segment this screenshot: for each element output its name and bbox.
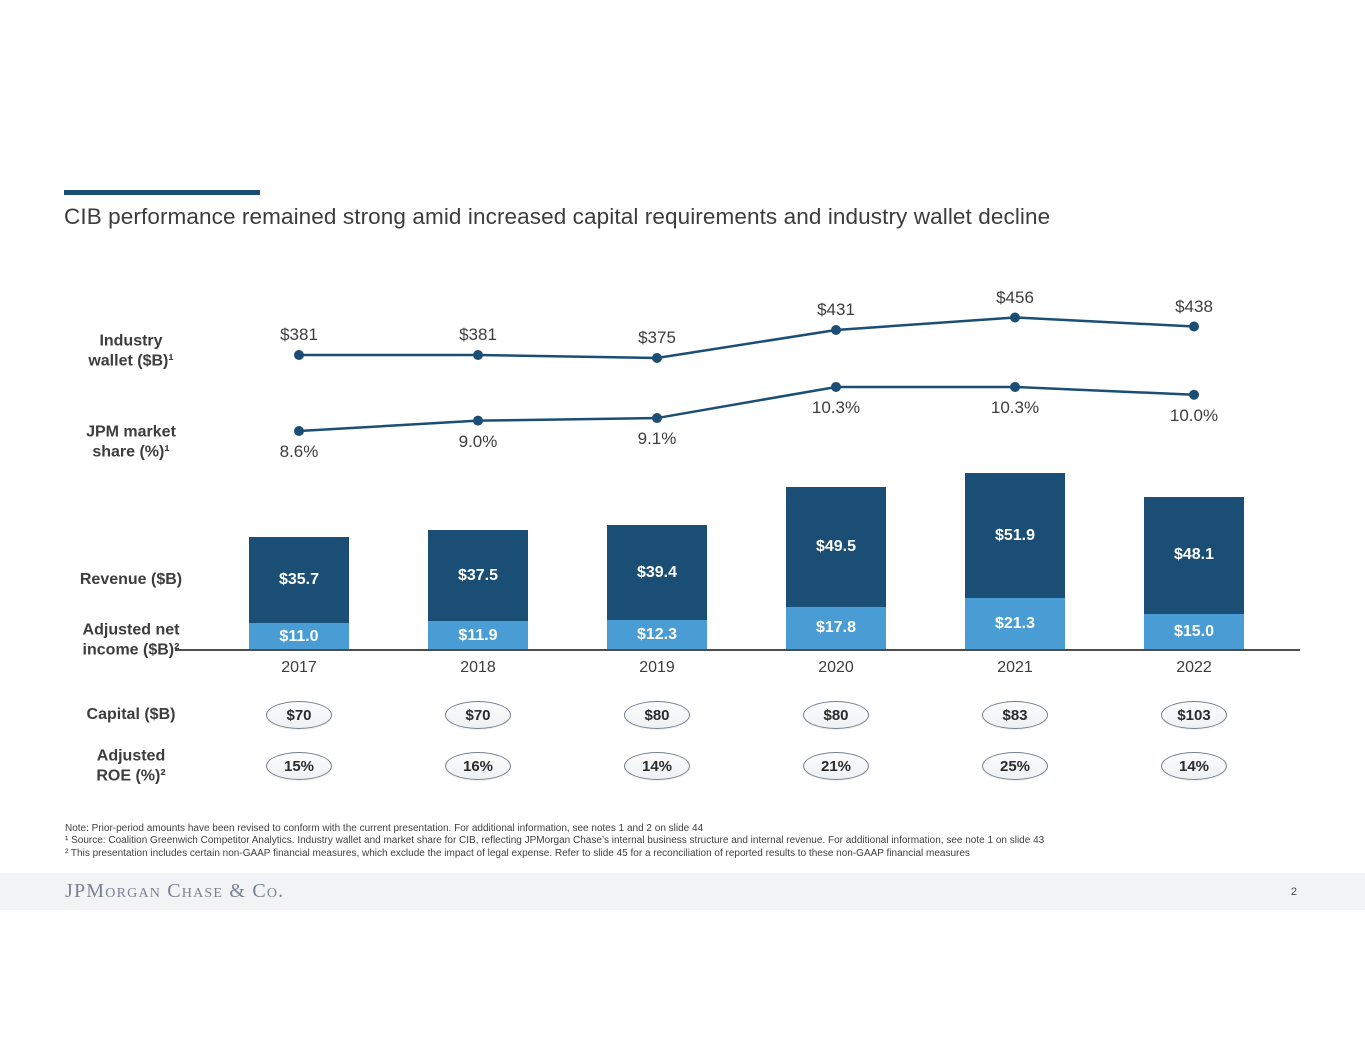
capital-badge: $103	[1161, 701, 1227, 729]
roe-badge: 14%	[624, 752, 690, 780]
roe-badge: 21%	[803, 752, 869, 780]
row-label: Adjusted ROE (%)²	[65, 746, 197, 785]
row-label: Revenue ($B)	[65, 570, 197, 590]
jpm-share-value: 10.3%	[990, 397, 1040, 417]
row-label-line: Adjusted net	[82, 621, 180, 639]
page-title: CIB performance remained strong amid inc…	[64, 204, 1051, 229]
industry-wallet-line-point	[473, 350, 483, 360]
jpm-share-value: 10.3%	[811, 397, 861, 417]
jpmorgan-chase-logo: JPMorgan Chase & Co.	[65, 880, 285, 902]
year-label: 2017	[281, 659, 317, 676]
jpm-share-line-point	[1189, 389, 1199, 400]
net-income-bar-segment: $17.8	[786, 606, 886, 650]
capital-badge: $70	[266, 701, 332, 729]
row-label: Adjusted net income ($B)²	[65, 620, 197, 659]
footnotes: Note: Prior-period amounts have been rev…	[65, 823, 1305, 860]
row-label-line: income ($B)²	[82, 641, 180, 658]
net-income-bar-segment: $15.0	[1144, 613, 1244, 650]
page-number: 2	[1290, 885, 1297, 898]
year-label: 2021	[997, 659, 1033, 676]
capital-badge: $80	[624, 701, 690, 729]
net-income-bar-segment: $12.3	[607, 620, 707, 650]
revenue-bar-segment: $37.5	[428, 530, 528, 622]
industry-wallet-line	[299, 316, 1195, 360]
year-label: 2020	[818, 659, 854, 676]
year-label: 2018	[460, 659, 496, 676]
industry-wallet-value: $381	[459, 325, 497, 344]
net-income-bar-segment: $21.3	[965, 598, 1065, 650]
row-label: JPM market share (%)¹	[65, 422, 197, 461]
row-label: Capital ($B)	[65, 705, 197, 725]
roe-badge: 14%	[1161, 752, 1227, 780]
net-income-bar-segment: $11.0	[249, 623, 349, 650]
revenue-bar-segment: $39.4	[607, 524, 707, 621]
industry-wallet-line-point	[831, 325, 841, 335]
capital-badge: $83	[982, 701, 1048, 729]
year-label: 2022	[1176, 659, 1212, 676]
industry-wallet-line-point	[294, 350, 304, 360]
jpm-share-line-point	[1010, 381, 1020, 392]
jpm-share-line	[298, 385, 1195, 433]
row-label-line: JPM market	[86, 423, 176, 441]
footer-bar: JPMorgan Chase & Co. 2	[0, 873, 1365, 910]
row-label-line: share (%)¹	[92, 443, 170, 460]
revenue-bar-segment: $49.5	[786, 487, 886, 607]
revenue-bar-segment: $51.9	[965, 472, 1065, 599]
industry-wallet-value: $438	[1175, 296, 1213, 316]
jpm-share-value: 10.0%	[1169, 405, 1219, 425]
row-label-line: wallet ($B)¹	[88, 352, 174, 369]
footnote-general: Note: Prior-period amounts have been rev…	[65, 823, 704, 834]
jpm-share-value: 8.6%	[279, 442, 319, 461]
jpm-share-line-point	[831, 381, 841, 392]
footnote-2: ² This presentation includes certain non…	[65, 847, 970, 859]
row-label-line: Capital ($B)	[86, 706, 176, 724]
row-label-line: Industry	[99, 332, 163, 350]
capital-badge: $80	[803, 701, 869, 729]
roe-badge: 25%	[982, 752, 1048, 780]
revenue-bar-segment: $35.7	[249, 536, 349, 624]
row-label: Industry wallet ($B)¹	[65, 331, 197, 370]
industry-wallet-line-point	[1010, 312, 1020, 323]
industry-wallet-value: $375	[638, 328, 676, 347]
net-income-bar-segment: $11.9	[428, 621, 528, 650]
industry-wallet-line-point	[652, 353, 662, 363]
row-label-line: Adjusted	[96, 747, 166, 765]
row-label-line: Revenue ($B)	[79, 571, 183, 589]
roe-badge: 16%	[445, 752, 511, 780]
jpm-share-line-point	[652, 413, 662, 424]
roe-badge: 15%	[266, 752, 332, 780]
jpm-share-value: 9.1%	[637, 429, 677, 449]
industry-wallet-line-point	[1189, 321, 1199, 332]
revenue-bar-segment: $48.1	[1144, 497, 1244, 614]
row-label-line: ROE (%)²	[96, 767, 166, 784]
jpm-share-line-point	[473, 415, 483, 426]
cib-performance-chart: Industry wallet ($B)¹ JPM market share (%)¹…	[65, 270, 1300, 800]
industry-wallet-value: $381	[280, 325, 318, 344]
jpm-share-value: 9.0%	[458, 431, 498, 451]
title-accent-bar	[64, 190, 260, 195]
jpm-share-line-point	[294, 426, 304, 436]
x-axis-line	[175, 649, 1300, 651]
industry-wallet-value: $431	[817, 300, 855, 319]
line-chart-canvas	[294, 312, 1199, 436]
year-label: 2019	[639, 659, 675, 676]
industry-wallet-value: $456	[996, 287, 1034, 307]
capital-badge: $70	[445, 701, 511, 729]
footnote-1: ¹ Source: Coalition Greenwich Competitor…	[65, 835, 1045, 847]
